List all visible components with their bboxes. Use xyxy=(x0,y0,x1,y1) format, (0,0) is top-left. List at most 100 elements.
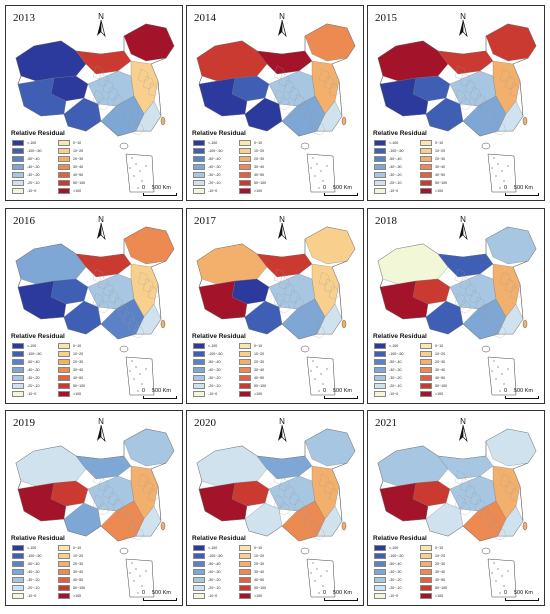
legend-swatch xyxy=(374,139,386,146)
legend-label: 0~10 xyxy=(73,140,82,145)
legend-swatch xyxy=(420,171,432,178)
legend-label: 20~30 xyxy=(254,156,265,161)
scale-label: 500 Km xyxy=(514,388,533,394)
scale-zero: 0 xyxy=(323,185,327,191)
legend-item: <-100 xyxy=(193,139,217,146)
legend-label: 20~30 xyxy=(73,359,84,364)
legend-swatch xyxy=(239,171,251,178)
legend-swatch xyxy=(239,179,251,186)
legend-label: 40~50 xyxy=(73,375,84,380)
legend-label: 10~20 xyxy=(254,148,265,153)
region-ne xyxy=(123,428,175,467)
region-n xyxy=(256,455,313,480)
legend-item: -50~-40 xyxy=(193,155,221,162)
legend-swatch xyxy=(58,576,70,583)
legend-swatch xyxy=(58,544,70,551)
legend-swatch xyxy=(12,171,24,178)
region-n xyxy=(75,253,132,278)
legend-item: >100 xyxy=(239,390,262,397)
region-se xyxy=(316,505,343,537)
legend-swatch xyxy=(193,584,205,591)
legend-label: -40~-30 xyxy=(389,569,402,574)
legend-swatch xyxy=(12,584,24,591)
legend-label: -100~-50 xyxy=(27,351,42,356)
region-se xyxy=(316,100,343,132)
legend-swatch xyxy=(374,584,386,591)
legend-label: 10~20 xyxy=(73,148,84,153)
inset-frame xyxy=(306,558,336,598)
legend-label: -50~-40 xyxy=(389,156,402,161)
legend-item: -10~0 xyxy=(12,592,36,599)
legend-swatch xyxy=(374,155,386,162)
legend: <-100 -100~-50 -50~-40 -40~-30 -30~-20 -20~-1… xyxy=(12,544,122,602)
legend-swatch xyxy=(12,552,24,559)
north-label: N xyxy=(279,215,285,224)
legend-item: -40~-30 xyxy=(374,163,402,170)
legend-label: 40~50 xyxy=(254,172,265,177)
legend-swatch xyxy=(193,552,205,559)
legend-swatch xyxy=(193,155,205,162)
legend-label: >100 xyxy=(254,593,263,598)
legend-label: 50~100 xyxy=(73,585,86,590)
legend-swatch xyxy=(420,390,432,397)
legend-item: <-100 xyxy=(193,544,217,551)
legend-label: -30~-20 xyxy=(389,172,402,177)
legend-swatch xyxy=(239,350,251,357)
legend-label: -10~0 xyxy=(389,188,399,193)
north-arrow-icon: N xyxy=(94,416,108,442)
north-arrow-icon: N xyxy=(275,11,289,37)
legend-label: 0~10 xyxy=(73,343,82,348)
legend-label: >100 xyxy=(435,188,444,193)
legend-item: -40~-30 xyxy=(193,568,221,575)
legend-label: -10~0 xyxy=(27,188,37,193)
scale-line xyxy=(324,396,358,399)
legend-item: 0~10 xyxy=(239,544,262,551)
legend-label: -20~-10 xyxy=(208,383,221,388)
legend-label: 20~30 xyxy=(435,156,446,161)
legend-label: -100~-50 xyxy=(389,351,404,356)
legend-swatch xyxy=(12,390,24,397)
legend-label: -100~-50 xyxy=(208,553,223,558)
legend-item: -10~0 xyxy=(374,390,398,397)
map-panel-2021: 2021 N Relative Residual <-100 -100~-50 -50~-… xyxy=(367,410,545,606)
legend-label: -20~-10 xyxy=(389,180,402,185)
region-ne xyxy=(123,23,175,62)
taiwan-island xyxy=(522,116,528,126)
legend-item: -10~0 xyxy=(193,187,217,194)
county-borders xyxy=(92,470,160,541)
region-n xyxy=(75,455,132,480)
legend-label: 40~50 xyxy=(254,375,265,380)
legend-swatch xyxy=(193,576,205,583)
region-tibet xyxy=(379,280,429,320)
region-nw xyxy=(15,243,87,285)
scale-bar: 0 500 Km xyxy=(138,388,178,402)
hainan-island xyxy=(481,345,491,353)
legend-item: 40~50 xyxy=(239,576,264,583)
legend-swatch xyxy=(374,390,386,397)
legend-item: -40~-30 xyxy=(193,163,221,170)
legend-swatch xyxy=(193,350,205,357)
legend-swatch xyxy=(420,350,432,357)
legend-swatch xyxy=(239,568,251,575)
scale-bar: 0 500 Km xyxy=(319,185,359,199)
legend-swatch xyxy=(58,147,70,154)
legend-item: -10~0 xyxy=(374,592,398,599)
legend-label: 20~30 xyxy=(254,561,265,566)
region-se xyxy=(135,303,162,335)
legend: <-100 -100~-50 -50~-40 -40~-30 -30~-20 -20~-1… xyxy=(374,342,484,400)
legend-item: <-100 xyxy=(12,342,36,349)
region-nw xyxy=(377,243,449,285)
region-tibet xyxy=(198,482,248,522)
legend-item: -50~-40 xyxy=(12,358,40,365)
region-ne xyxy=(304,226,356,265)
legend-swatch xyxy=(239,342,251,349)
legend-title: Relative Residual xyxy=(373,130,427,137)
legend-item: <-100 xyxy=(374,342,398,349)
legend-swatch xyxy=(420,382,432,389)
legend: <-100 -100~-50 -50~-40 -40~-30 -30~-20 -20~-1… xyxy=(374,139,484,197)
legend-item: <-100 xyxy=(12,544,36,551)
legend-label: <-100 xyxy=(389,140,399,145)
legend-item: -10~0 xyxy=(12,187,36,194)
legend-item: -40~-30 xyxy=(193,366,221,373)
legend-swatch xyxy=(239,374,251,381)
